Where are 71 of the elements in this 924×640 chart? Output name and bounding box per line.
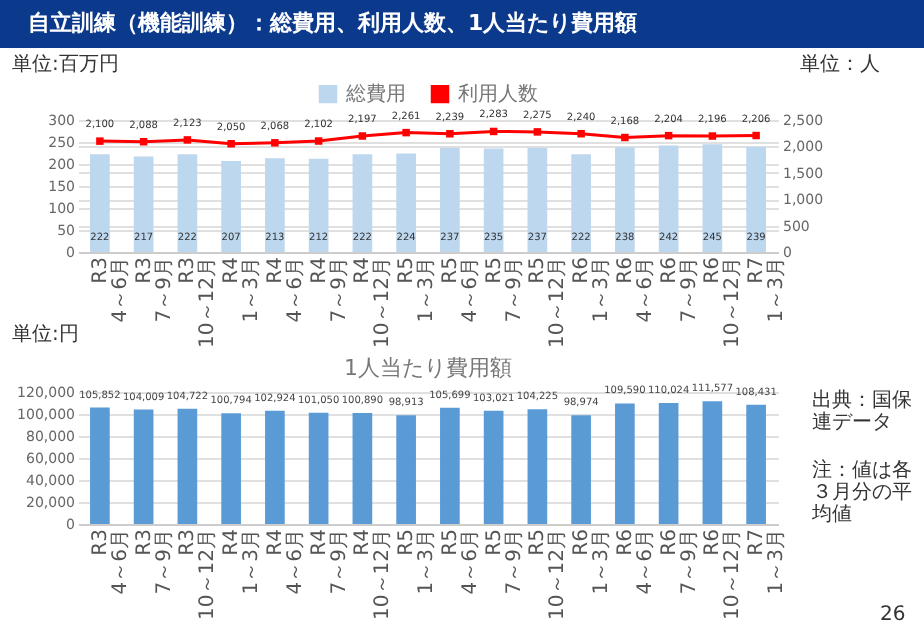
point xyxy=(271,139,279,147)
x-tick-label: R7 1～3月 xyxy=(746,529,789,595)
bar xyxy=(702,144,723,252)
x-tick-label: R6 7～9月 xyxy=(658,529,701,595)
point xyxy=(621,133,629,142)
text: 26 xyxy=(880,604,906,626)
x-tick-label: R6 4～6月 xyxy=(614,257,657,323)
point xyxy=(577,129,585,138)
point xyxy=(402,128,410,137)
x-tick-label: R5 1～3月 xyxy=(396,257,439,323)
bar xyxy=(527,147,548,252)
x-tick-label: R5 1～3月 xyxy=(396,529,439,595)
text: 単位:円 xyxy=(12,324,79,346)
bar xyxy=(440,147,460,252)
bar xyxy=(308,158,329,252)
legend-label: 総費用 xyxy=(344,82,406,107)
bar xyxy=(396,153,416,252)
x-tick-label: R3 10～12月 xyxy=(177,529,220,620)
point xyxy=(533,128,542,136)
x-tick-label: R4 4～6月 xyxy=(264,529,307,595)
text: 単位：人 xyxy=(800,54,880,76)
x-tick-label: R4 1～3月 xyxy=(221,257,264,323)
bar xyxy=(746,146,766,252)
x-tick-label: R4 7～9月 xyxy=(308,529,351,595)
x-tick-label: R3 4～6月 xyxy=(89,257,132,323)
point xyxy=(314,137,323,145)
bar xyxy=(265,158,285,252)
bar xyxy=(221,160,241,252)
point xyxy=(446,130,454,138)
x-tick-label: R3 10～12月 xyxy=(177,257,220,348)
x-tick-label: R5 4～6月 xyxy=(439,529,482,595)
chart-title: 1人当たり費用額 xyxy=(344,355,512,382)
x-tick-label: R3 4～6月 xyxy=(89,529,132,595)
x-tick-label: R6 1～3月 xyxy=(571,529,614,595)
x-tick-label: R5 10～12月 xyxy=(527,529,570,620)
point xyxy=(708,132,717,140)
legend-label: 利用人数 xyxy=(458,82,538,107)
bar xyxy=(352,154,373,252)
x-tick-label: R6 10～12月 xyxy=(702,257,745,348)
x-tick-label: R4 4～6月 xyxy=(264,257,307,323)
x-tick-label: R5 4～6月 xyxy=(439,257,482,323)
x-tick-label: R4 1～3月 xyxy=(221,529,264,595)
x-tick-label: R4 10～12月 xyxy=(352,257,395,348)
chart-title: 自立訓練（機能訓練）：総費用、利用人数、1人当たり費用額 xyxy=(0,0,924,48)
bar xyxy=(177,154,198,252)
source-note: 出典：国保連データ xyxy=(812,390,914,434)
bar xyxy=(658,145,679,252)
bar xyxy=(90,154,110,252)
x-tick-label: R7 1～3月 xyxy=(746,257,789,323)
point xyxy=(183,136,192,144)
x-tick-label: R6 10～12月 xyxy=(702,529,745,620)
x-tick-label: R4 10～12月 xyxy=(352,529,395,620)
x-tick-label: R3 7～9月 xyxy=(133,529,176,595)
bar xyxy=(571,154,591,252)
x-tick-label: R6 4～6月 xyxy=(614,529,657,595)
point xyxy=(96,137,104,145)
point xyxy=(752,131,760,140)
bar xyxy=(133,156,154,252)
x-tick-label: R3 7～9月 xyxy=(133,257,176,323)
text: 単位:百万円 xyxy=(12,54,119,76)
text: 注：値は各３月分の平均値 xyxy=(812,460,914,526)
bar xyxy=(615,147,635,252)
x-tick-label: R4 7～9月 xyxy=(308,257,351,323)
x-tick-label: R5 7～9月 xyxy=(483,529,526,595)
point xyxy=(227,140,235,148)
x-tick-label: R6 1～3月 xyxy=(571,257,614,323)
bar xyxy=(483,148,504,252)
x-tick-label: R6 7～9月 xyxy=(658,257,701,323)
x-tick-label: R5 10～12月 xyxy=(527,257,570,348)
x-tick-label: R5 7～9月 xyxy=(483,257,526,323)
point xyxy=(358,132,367,140)
